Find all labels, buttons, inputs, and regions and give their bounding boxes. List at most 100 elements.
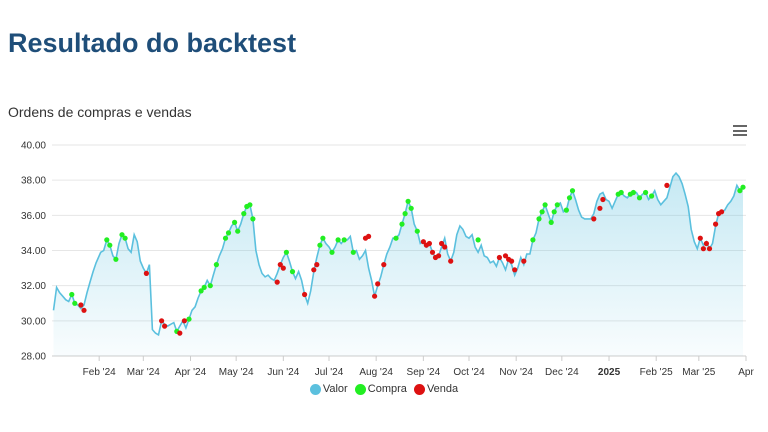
y-tick-label: 36.00 [21, 211, 46, 222]
marker-compra [201, 284, 207, 290]
marker-compra [320, 235, 326, 241]
marker-compra [539, 209, 545, 215]
y-tick-label: 38.00 [21, 176, 46, 187]
marker-venda [375, 281, 381, 287]
marker-venda [703, 240, 710, 247]
marker-compra [113, 256, 119, 262]
marker-compra [530, 237, 536, 243]
legend: Valor Compra Venda [0, 383, 768, 398]
marker-venda [600, 196, 606, 203]
x-tick-label: Aug '24 [359, 367, 393, 378]
x-tick-label: Jun '24 [267, 367, 299, 378]
marker-compra [341, 237, 347, 243]
marker-compra [737, 188, 743, 194]
marker-compra [329, 249, 335, 255]
marker-compra [213, 262, 219, 268]
series-area [52, 171, 744, 356]
marker-venda [719, 209, 725, 215]
page-title: Resultado do backtest [8, 28, 297, 58]
marker-compra [241, 211, 247, 217]
series-area-fill-valor [53, 173, 743, 356]
hamburger-menu-icon[interactable] [733, 125, 747, 136]
marker-venda [597, 205, 603, 211]
legend-item-compra[interactable]: Compra [354, 383, 407, 395]
marker-compra [405, 198, 411, 204]
x-tick-label: 2025 [598, 367, 621, 378]
marker-compra [317, 242, 323, 248]
marker-venda [496, 254, 502, 261]
marker-compra [399, 221, 405, 227]
marker-compra [283, 249, 289, 255]
marker-venda [706, 246, 713, 252]
marker-venda [162, 323, 168, 329]
x-axis: Feb '24 Mar '24 Apr '24 May '24 Jun '24 Jul '… [52, 355, 754, 378]
marker-venda [302, 291, 308, 298]
marker-venda [311, 267, 317, 273]
marker-compra [186, 316, 192, 322]
marker-compra [247, 202, 253, 208]
marker-venda [280, 265, 286, 271]
x-tick-label: Sep '24 [407, 367, 441, 378]
marker-venda [181, 318, 187, 324]
marker-compra [740, 184, 746, 190]
marker-venda [700, 246, 707, 252]
marker-venda [521, 258, 527, 264]
menu-line [733, 129, 747, 132]
marker-compra [335, 237, 341, 243]
menu-line [733, 134, 747, 136]
marker-compra [630, 189, 637, 196]
marker-compra [122, 235, 128, 241]
marker-compra [289, 269, 296, 275]
series-line-valor [52, 171, 744, 337]
marker-venda [664, 182, 670, 188]
x-tick-label: Apr '24 [175, 367, 207, 378]
menu-line [733, 125, 747, 127]
marker-compra [402, 211, 408, 217]
x-tick-label: Apr [738, 367, 754, 378]
marker-compra [542, 202, 548, 208]
marker-venda [277, 262, 283, 268]
legend-label-venda: Venda [426, 383, 459, 395]
marker-compra [119, 232, 125, 238]
marker-compra [414, 228, 420, 234]
y-tick-label: 30.00 [21, 316, 46, 327]
marker-compra [551, 209, 557, 215]
marker-venda [448, 258, 454, 264]
marker-compra [548, 219, 554, 225]
x-tick-label: Jul '24 [315, 367, 344, 378]
marker-compra [408, 205, 414, 211]
marker-compra [232, 219, 238, 225]
legend-label-compra: Compra [367, 383, 407, 395]
marker-venda [713, 221, 719, 227]
marker-venda [143, 270, 149, 276]
marker-compra [566, 195, 573, 201]
marker-compra [198, 288, 204, 294]
legend-item-valor[interactable]: Valor [309, 383, 348, 395]
marker-compra [475, 237, 481, 243]
marker-compra [554, 202, 560, 208]
marker-venda [314, 262, 320, 268]
legend-dot-valor [309, 383, 321, 395]
x-tick-label: Mar '24 [127, 367, 160, 378]
marker-venda [502, 253, 509, 259]
y-tick-label: 32.00 [21, 281, 46, 292]
x-tick-label: Mar '25 [682, 367, 715, 378]
x-tick-label: Feb '24 [83, 367, 116, 378]
legend-item-venda[interactable]: Venda [413, 383, 459, 395]
marker-venda [159, 318, 165, 324]
marker-venda [512, 267, 518, 273]
marker-venda [274, 279, 280, 285]
marker-compra [235, 228, 241, 234]
y-tick-label: 34.00 [21, 246, 46, 257]
y-tick-label: 40.00 [21, 141, 46, 152]
marker-compra [207, 283, 213, 289]
legend-label-valor: Valor [322, 383, 348, 395]
y-axis: 40.00 38.00 36.00 34.00 32.00 30.00 28.00 [21, 141, 46, 363]
marker-venda [78, 302, 84, 308]
marker-compra [536, 216, 542, 222]
marker-compra [72, 300, 78, 306]
marker-venda [697, 235, 703, 241]
marker-venda [177, 330, 183, 336]
markers [69, 182, 746, 336]
